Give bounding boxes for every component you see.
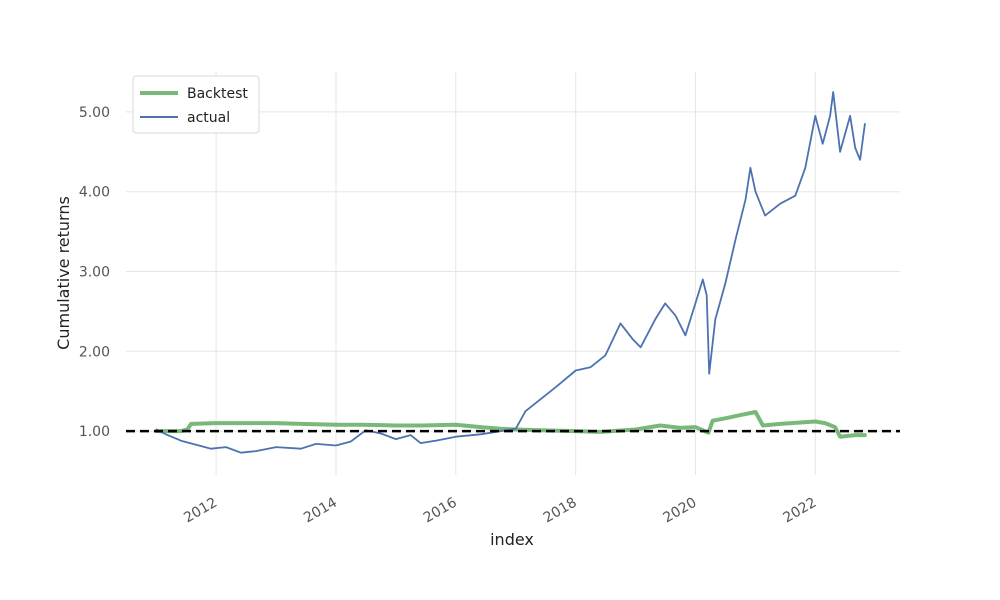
legend: Backtest actual — [132, 75, 260, 134]
series-line-actual — [155, 91, 866, 454]
series-line-backtest — [154, 410, 867, 439]
y-tick-label: 5.00 — [79, 105, 110, 121]
y-tick-label: 1.00 — [79, 424, 110, 440]
x-tick-label: 2014 — [301, 495, 340, 527]
legend-label-actual: actual — [187, 110, 230, 126]
x-tick-label: 2012 — [181, 495, 220, 527]
x-tick-label: 2016 — [421, 495, 460, 527]
legend-box — [132, 75, 260, 134]
y-tick-labels: 1.00 2.00 3.00 4.00 5.00 — [79, 105, 110, 440]
x-tick-label: 2020 — [661, 495, 700, 527]
series-lines — [154, 91, 867, 454]
x-tick-label: 2018 — [541, 495, 580, 527]
x-tick-labels: 2012 2014 2016 2018 2020 2022 — [181, 495, 819, 527]
x-axis-label: index — [490, 530, 534, 549]
legend-label-backtest: Backtest — [187, 86, 248, 102]
y-tick-label: 3.00 — [79, 265, 110, 281]
x-tick-label: 2022 — [780, 495, 819, 527]
y-tick-label: 2.00 — [79, 344, 110, 360]
y-tick-label: 4.00 — [79, 185, 110, 201]
y-axis-label: Cumulative returns — [54, 196, 73, 350]
